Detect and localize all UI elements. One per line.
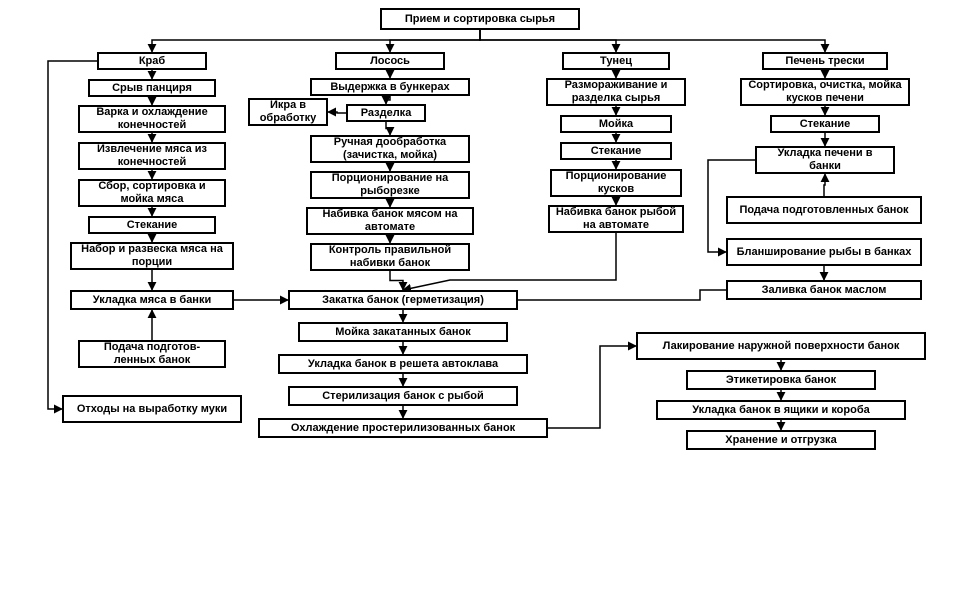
edge-m5-f1 <box>548 346 636 428</box>
node-label: Укладка мяса в банки <box>93 294 211 307</box>
node-f2: Этикетировка банок <box>686 370 876 390</box>
node-l6: Заливка банок маслом <box>726 280 922 300</box>
node-label: Контроль правильной набивки банок <box>316 244 464 269</box>
node-label: Икра в обработку <box>254 99 322 124</box>
node-c8: Подача подготов- ленных банок <box>78 340 226 368</box>
node-label: Набивка банок мясом на автомате <box>312 208 468 233</box>
node-label: Мойка закатанных банок <box>335 326 471 339</box>
edge-s1-s2b <box>386 96 390 104</box>
node-label: Прием и сортировка сырья <box>405 13 555 26</box>
node-label: Варка и охлаждение конечностей <box>84 106 220 131</box>
node-label: Сортировка, очистка, мойка кусков печени <box>746 79 904 104</box>
node-label: Бланширование рыбы в банках <box>737 246 912 259</box>
node-t2: Мойка <box>560 115 672 133</box>
node-c3: Извлечение мяса из конечностей <box>78 142 226 170</box>
node-s3: Ручная дообработка (зачистка, мойка) <box>310 135 470 163</box>
node-m1: Закатка банок (герметизация) <box>288 290 518 310</box>
node-label: Тунец <box>600 55 632 68</box>
node-label: Срыв панциря <box>112 82 192 95</box>
node-sal_h: Лосось <box>335 52 445 70</box>
node-label: Печень трески <box>785 55 864 68</box>
node-crab_h: Краб <box>97 52 207 70</box>
node-label: Заливка банок маслом <box>762 284 887 297</box>
edge-s6-m1 <box>390 271 403 290</box>
node-m4: Стерилизация банок с рыбой <box>288 386 518 406</box>
node-c9: Отходы на выработку муки <box>62 395 242 423</box>
node-f4: Хранение и отгрузка <box>686 430 876 450</box>
node-l3: Укладка печени в банки <box>755 146 895 174</box>
node-l1: Сортировка, очистка, мойка кусков печени <box>740 78 910 106</box>
node-label: Сбор, сортировка и мойка мяса <box>84 180 220 205</box>
node-label: Хранение и отгрузка <box>725 434 836 447</box>
node-label: Укладка банок в решета автоклава <box>308 358 498 371</box>
node-s5: Набивка банок мясом на автомате <box>306 207 474 235</box>
node-label: Этикетировка банок <box>726 374 836 387</box>
node-t3: Стекание <box>560 142 672 160</box>
node-label: Укладка банок в ящики и короба <box>692 404 870 417</box>
node-label: Порционирование на рыборезке <box>316 172 464 197</box>
edge-root-tun_h <box>480 30 616 52</box>
node-label: Отходы на выработку муки <box>77 403 227 416</box>
node-root: Прием и сортировка сырья <box>380 8 580 30</box>
node-t1: Размораживание и разделка сырья <box>546 78 686 106</box>
node-s4: Порционирование на рыборезке <box>310 171 470 199</box>
node-f3: Укладка банок в ящики и короба <box>656 400 906 420</box>
node-label: Извлечение мяса из конечностей <box>84 143 220 168</box>
node-label: Набивка банок рыбой на автомате <box>554 206 678 231</box>
node-c2: Варка и охлаждение конечностей <box>78 105 226 133</box>
node-c1: Срыв панциря <box>88 79 216 97</box>
node-m2: Мойка закатанных банок <box>298 322 508 342</box>
edge-root-crab_h <box>152 30 480 52</box>
node-label: Стекание <box>800 118 851 131</box>
node-liv_h: Печень трески <box>762 52 888 70</box>
node-m5: Охлаждение простерилизованных банок <box>258 418 548 438</box>
edge-root-sal_h <box>390 30 480 52</box>
node-label: Лосось <box>370 55 410 68</box>
node-c5: Стекание <box>88 216 216 234</box>
edge-s2b-s3 <box>386 122 390 135</box>
edge-root-liv_h <box>480 30 825 52</box>
node-label: Набор и развеска мяса на порции <box>76 243 228 268</box>
edge-s2b-s2a <box>328 112 346 113</box>
node-label: Закатка банок (герметизация) <box>322 294 484 307</box>
node-l5: Бланширование рыбы в банках <box>726 238 922 266</box>
node-label: Лакирование наружной поверхности банок <box>663 340 900 353</box>
node-t4: Порционирование кусков <box>550 169 682 197</box>
node-label: Выдержка в бункерах <box>330 81 449 94</box>
node-label: Порционирование кусков <box>556 170 676 195</box>
node-label: Стекание <box>591 145 642 158</box>
node-label: Стерилизация банок с рыбой <box>322 390 484 403</box>
node-tun_h: Тунец <box>562 52 670 70</box>
edge-l4-l3 <box>824 174 825 196</box>
node-label: Мойка <box>599 118 633 131</box>
node-l4: Подача подготовленных банок <box>726 196 922 224</box>
node-t5: Набивка банок рыбой на автомате <box>548 205 684 233</box>
flowchart-canvas: Прием и сортировка сырья Краб Срыв панциря… <box>0 0 961 602</box>
node-label: Ручная дообработка (зачистка, мойка) <box>316 136 464 161</box>
node-c7: Укладка мяса в банки <box>70 290 234 310</box>
node-s1: Выдержка в бункерах <box>310 78 470 96</box>
node-label: Подача подготовленных банок <box>739 204 908 217</box>
node-s6: Контроль правильной набивки банок <box>310 243 470 271</box>
node-label: Размораживание и разделка сырья <box>552 79 680 104</box>
node-s2b: Разделка <box>346 104 426 122</box>
node-c4: Сбор, сортировка и мойка мяса <box>78 179 226 207</box>
node-c6: Набор и развеска мяса на порции <box>70 242 234 270</box>
node-f1: Лакирование наружной поверхности банок <box>636 332 926 360</box>
node-m3: Укладка банок в решета автоклава <box>278 354 528 374</box>
node-label: Подача подготов- ленных банок <box>84 341 220 366</box>
edge-l6-m1 <box>518 290 726 300</box>
node-label: Краб <box>139 55 165 68</box>
node-label: Охлаждение простерилизованных банок <box>291 422 515 435</box>
node-label: Стекание <box>127 219 178 232</box>
node-label: Укладка печени в банки <box>761 147 889 172</box>
node-l2: Стекание <box>770 115 880 133</box>
node-s2a: Икра в обработку <box>248 98 328 126</box>
node-label: Разделка <box>361 107 412 120</box>
